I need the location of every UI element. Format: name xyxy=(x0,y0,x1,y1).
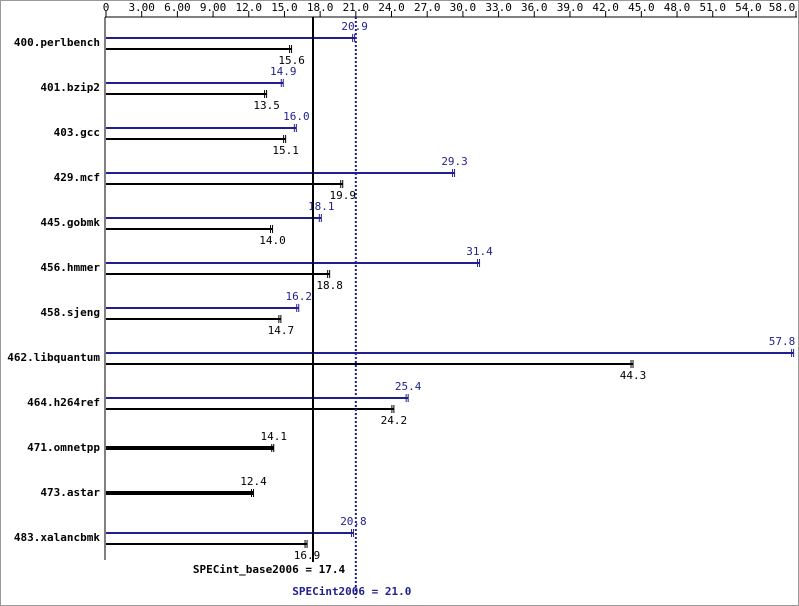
value-label: 44.3 xyxy=(620,369,647,382)
value-label: 16.9 xyxy=(294,549,321,562)
value-label: 19.9 xyxy=(329,189,356,202)
category-label: 458.sjeng xyxy=(40,306,100,319)
value-label: 14.0 xyxy=(259,234,286,247)
x-tick-label: 54.0 xyxy=(735,1,762,14)
category-label: 445.gobmk xyxy=(40,216,100,229)
value-label: 12.4 xyxy=(240,475,267,488)
value-label: 18.8 xyxy=(316,279,343,292)
category-label: 462.libquantum xyxy=(7,351,100,364)
x-tick-label: 45.0 xyxy=(628,1,655,14)
x-tick-label: 33.0 xyxy=(485,1,512,14)
value-label: 18.1 xyxy=(308,200,335,213)
value-label: 31.4 xyxy=(466,245,493,258)
category-label: 400.perlbench xyxy=(14,36,100,49)
x-tick-label: 39.0 xyxy=(557,1,584,14)
category-label: 483.xalancbmk xyxy=(14,531,100,544)
value-label: 57.8 xyxy=(769,335,796,348)
category-label: 456.hmmer xyxy=(40,261,100,274)
x-tick-label: 6.00 xyxy=(164,1,191,14)
value-label: 14.7 xyxy=(268,324,295,337)
value-label: 13.5 xyxy=(253,99,280,112)
x-tick-label: 27.0 xyxy=(414,1,441,14)
x-tick-label: 12.0 xyxy=(236,1,263,14)
value-label: 15.6 xyxy=(278,54,305,67)
x-tick-label: 42.0 xyxy=(592,1,619,14)
x-tick-label: 9.00 xyxy=(200,1,227,14)
value-label: 20.8 xyxy=(340,515,367,528)
value-label: 20.9 xyxy=(341,20,368,33)
value-label: 24.2 xyxy=(381,414,408,427)
category-label: 464.h264ref xyxy=(27,396,100,409)
value-label: 25.4 xyxy=(395,380,422,393)
x-tick-label: 3.00 xyxy=(128,1,155,14)
category-label: 401.bzip2 xyxy=(40,81,100,94)
x-tick-label: 36.0 xyxy=(521,1,548,14)
category-label: 473.astar xyxy=(40,486,100,499)
x-tick-label: 24.0 xyxy=(378,1,405,14)
value-label: 14.9 xyxy=(270,65,297,78)
category-label: 429.mcf xyxy=(54,171,100,184)
reference-label: SPECint2006 = 21.0 xyxy=(292,585,411,598)
value-label: 15.1 xyxy=(272,144,299,157)
category-label: 471.omnetpp xyxy=(27,441,100,454)
value-label: 16.2 xyxy=(285,290,312,303)
x-tick-label: 18.0 xyxy=(307,1,334,14)
value-label: 14.1 xyxy=(260,430,287,443)
value-label: 16.0 xyxy=(283,110,310,123)
reference-label: SPECint_base2006 = 17.4 xyxy=(193,563,346,576)
x-tick-label: 30.0 xyxy=(450,1,477,14)
category-label: 403.gcc xyxy=(54,126,100,139)
x-tick-label: 21.0 xyxy=(343,1,370,14)
x-tick-label: 58.0 xyxy=(769,1,796,14)
x-tick-label: 15.0 xyxy=(271,1,298,14)
x-tick-label: 0 xyxy=(103,1,110,14)
x-tick-label: 51.0 xyxy=(699,1,726,14)
x-tick-label: 48.0 xyxy=(664,1,691,14)
value-label: 29.3 xyxy=(441,155,468,168)
